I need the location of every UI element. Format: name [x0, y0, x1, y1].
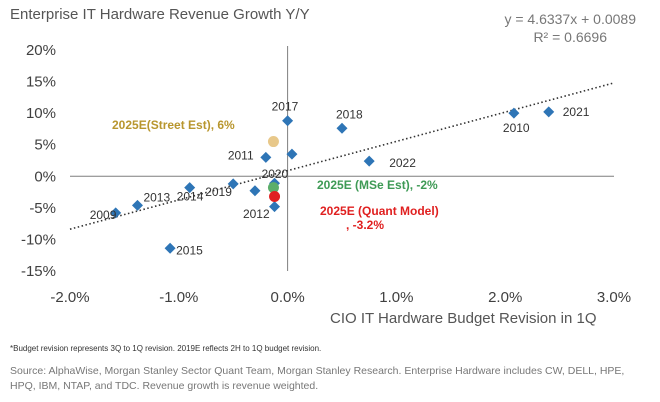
data-point: [227, 178, 239, 190]
data-point-label: 2011: [228, 148, 254, 162]
data-point: [110, 207, 122, 219]
street-estimate-label: 2025E(Street Est), 6%: [112, 118, 235, 132]
data-point: [336, 122, 348, 134]
y-tick-label: 15%: [26, 74, 56, 91]
data-point-label: 2019: [205, 185, 232, 199]
data-point: [282, 115, 294, 127]
x-tick-label: -1.0%: [159, 289, 198, 306]
data-point-label: 2012: [243, 207, 270, 221]
mse-estimate-point: [267, 182, 279, 194]
quant-model-label: 2025E (Quant Model): [320, 204, 439, 218]
data-point: [269, 201, 281, 213]
data-point: [131, 199, 143, 211]
y-tick-label: -5%: [29, 200, 56, 217]
data-point-label: 2017: [272, 100, 299, 114]
y-tick-label: 10%: [26, 105, 56, 122]
data-point-label: 2015: [176, 243, 203, 257]
data-point: [249, 185, 261, 197]
data-point-label: 2013: [143, 190, 170, 204]
quant-model-value: , -3.2%: [346, 218, 384, 232]
trendline: [69, 82, 615, 230]
x-tick-label: 2.0%: [488, 289, 522, 306]
scatter-chart: 20% 15% 10% 5% 0% -5% -10% -15% -2.0% -1.0% 0.0% 1.…: [21, 42, 631, 306]
chart-title: Enterprise IT Hardware Revenue Growth Y/…: [10, 6, 310, 23]
footnote: *Budget revision represents 3Q to 1Q rev…: [10, 344, 322, 353]
data-point: [184, 182, 196, 194]
data-point: [164, 242, 176, 254]
trendline-equation-box: y = 4.6337x + 0.0089 R² = 0.6696: [504, 10, 636, 46]
trendline-r-squared: R² = 0.6696: [533, 29, 607, 45]
x-tick-label: 1.0%: [379, 289, 413, 306]
street-estimate-point: [267, 136, 279, 148]
data-point: [363, 155, 375, 167]
y-tick-label: -15%: [21, 263, 56, 280]
y-tick-label: -10%: [21, 231, 56, 248]
data-point-label: 2022: [389, 156, 416, 170]
data-point-label: 2020: [262, 167, 289, 181]
quant-model-point: [269, 190, 281, 202]
source-text: Source: AlphaWise, Morgan Stanley Sector…: [10, 365, 625, 392]
x-tick-label: -2.0%: [50, 289, 89, 306]
data-point: [286, 148, 298, 160]
data-point: [508, 107, 520, 119]
trendline-equation: y = 4.6337x + 0.0089: [504, 11, 636, 27]
data-point-label: 2009: [90, 208, 117, 222]
y-tick-label: 20%: [26, 42, 56, 59]
data-point: [260, 151, 272, 163]
mse-estimate-label: 2025E (MSe Est), -2%: [317, 178, 438, 192]
x-tick-label: 0.0%: [270, 289, 304, 306]
data-point: [543, 106, 555, 118]
y-tick-label: 5%: [34, 137, 56, 154]
data-point-label: 2010: [503, 121, 530, 135]
y-tick-label: 0%: [34, 168, 56, 185]
x-axis-label: CIO IT Hardware Budget Revision in 1Q: [330, 310, 597, 327]
x-tick-label: 3.0%: [597, 289, 631, 306]
data-point-label: 2018: [336, 107, 363, 121]
data-point-label: 2021: [563, 105, 590, 119]
data-point-label: 2014: [177, 190, 204, 204]
